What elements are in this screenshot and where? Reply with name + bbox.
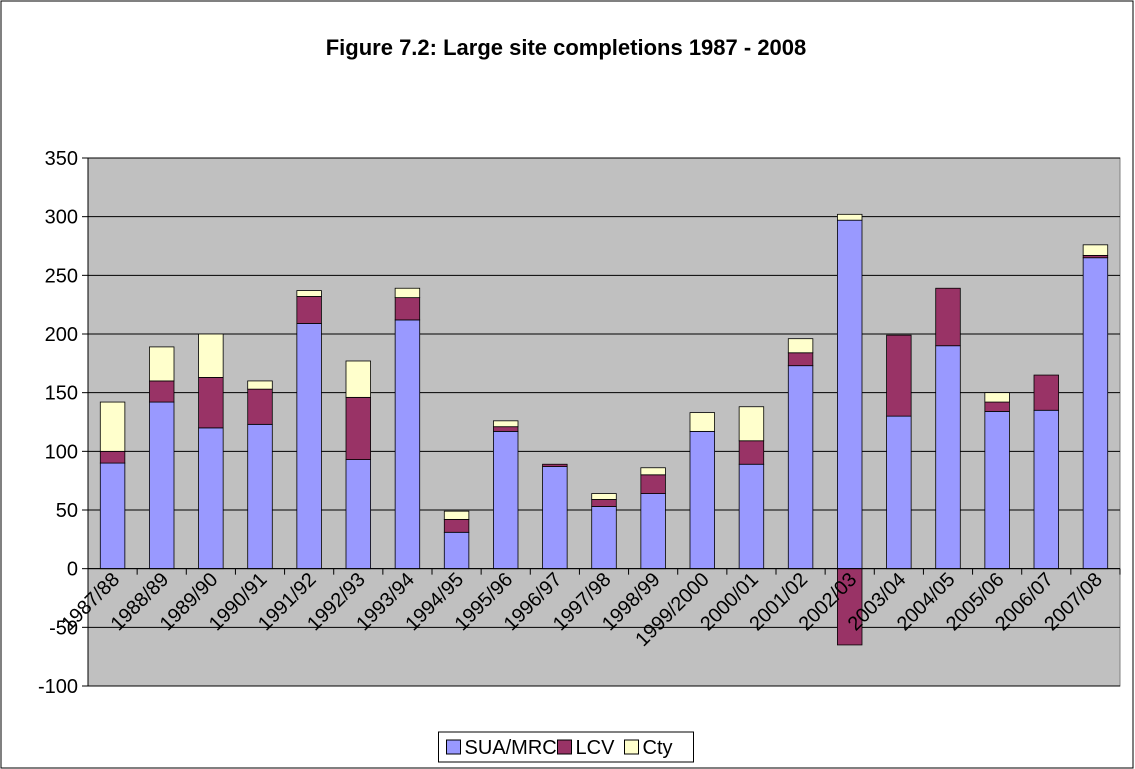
bar-segment — [443, 510, 470, 520]
y-tick-label: -100 — [38, 676, 78, 698]
bar-segment — [1082, 244, 1109, 256]
bar-segment — [935, 287, 961, 347]
bar-segment — [787, 365, 814, 570]
bar-segment — [591, 493, 617, 500]
legend-swatch — [446, 739, 461, 755]
bar-segment — [837, 213, 863, 221]
bar-segment — [345, 360, 371, 398]
bar-segment — [99, 401, 126, 452]
bar-segment — [837, 568, 863, 646]
y-tick-label: 100 — [45, 441, 78, 463]
bar-segment — [1033, 374, 1059, 411]
bar-segment — [591, 499, 617, 507]
y-tick-label: 0 — [67, 559, 78, 581]
y-tick-label: 350 — [45, 148, 78, 170]
bar-segment — [198, 377, 224, 429]
bar-segment — [296, 290, 322, 297]
y-tick-label: -50 — [49, 617, 78, 639]
bar-segment — [345, 396, 371, 460]
bar-segment — [591, 506, 617, 570]
y-tick-label: 150 — [45, 383, 78, 405]
chart-title: Figure 7.2: Large site completions 1987 … — [326, 35, 807, 60]
bar-segment — [640, 467, 666, 476]
bar-segment — [198, 427, 224, 570]
bar-segment — [493, 426, 519, 432]
bar-segment — [149, 380, 175, 403]
y-tick-label: 250 — [45, 265, 78, 287]
bar-segment — [394, 287, 421, 299]
bar-segment — [689, 412, 715, 432]
bar-segment — [738, 440, 765, 465]
bar-segment — [935, 345, 961, 570]
bar-segment — [247, 423, 273, 570]
bar-segment — [984, 392, 1010, 403]
bar-segment — [99, 462, 126, 570]
bar-segment — [493, 430, 519, 570]
bar-segment — [247, 380, 273, 390]
y-tick-label: 50 — [56, 500, 78, 522]
legend-label: SUA/MRC — [465, 737, 557, 759]
bar-segment — [296, 323, 322, 570]
bar-segment — [984, 401, 1010, 412]
bar-segment — [886, 334, 912, 417]
bar-segment — [149, 346, 175, 382]
bar-segment — [787, 338, 814, 354]
bar-segment — [394, 319, 421, 570]
bar-segment — [149, 401, 175, 570]
bar-segment — [837, 219, 863, 570]
y-tick-label: 200 — [45, 324, 78, 346]
bar-segment — [689, 430, 715, 570]
legend-swatch — [624, 739, 639, 755]
bar-segment — [247, 388, 273, 425]
y-tick-label: 300 — [45, 207, 78, 229]
legend-swatch — [557, 739, 572, 755]
bar-segment — [542, 463, 568, 467]
bar-segment — [296, 296, 322, 324]
bar-segment — [394, 297, 421, 321]
legend-label: Cty — [643, 737, 673, 759]
legend-label: LCV — [576, 737, 616, 759]
legend: SUA/MRC LCV Cty — [438, 731, 694, 763]
bar-segment — [1033, 409, 1059, 570]
bar-segment — [443, 531, 470, 570]
bar-segment — [542, 466, 568, 570]
bar-segment — [984, 411, 1010, 570]
bar-segment — [443, 518, 470, 533]
bar-segment — [493, 420, 519, 428]
bar-segment — [886, 415, 912, 570]
bar-segment — [787, 352, 814, 367]
bar-segment — [738, 406, 765, 442]
bar-segment — [738, 463, 765, 570]
bar-segment — [640, 493, 666, 570]
bar-segment — [198, 333, 224, 378]
bar-segment — [640, 474, 666, 494]
bar-segment — [1082, 257, 1109, 570]
bar-segment — [345, 459, 371, 570]
bar-segment — [99, 450, 126, 464]
